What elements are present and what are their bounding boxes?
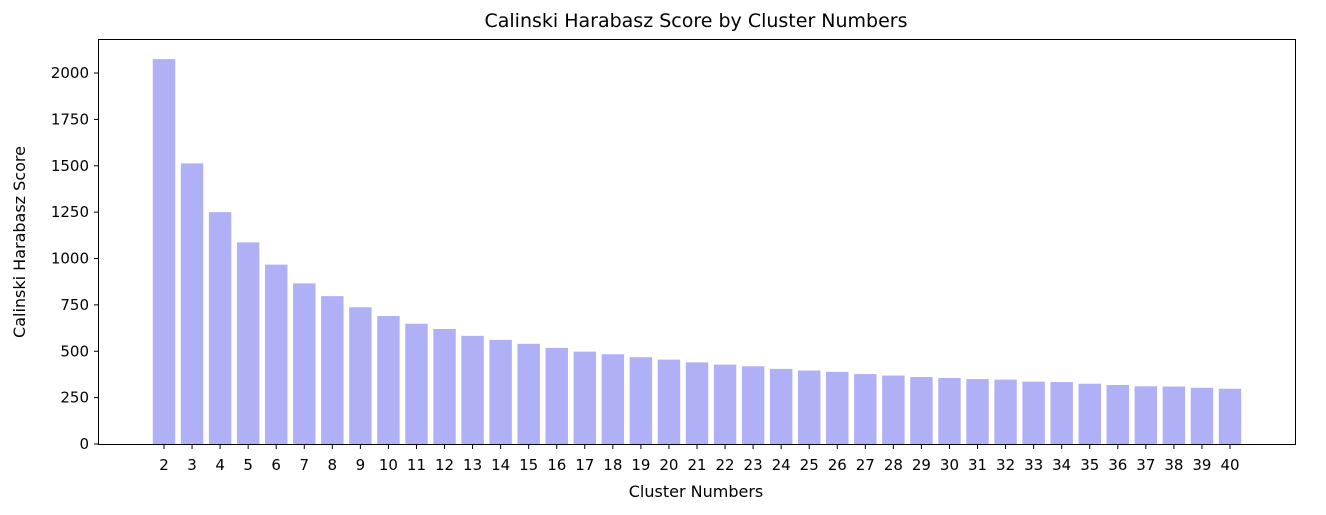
bar-18 (601, 354, 625, 444)
bar-8 (321, 296, 344, 444)
y-tick-label: 1000 (51, 250, 89, 268)
x-tick-label: 30 (940, 456, 959, 474)
bar-34 (1050, 382, 1073, 444)
x-tick-label: 19 (631, 456, 650, 474)
chart-title: Calinski Harabasz Score by Cluster Numbe… (484, 10, 907, 32)
bar-23 (741, 366, 765, 444)
bar-6 (264, 264, 288, 444)
bar-13 (461, 335, 484, 444)
x-tick-label: 39 (1192, 456, 1211, 474)
x-tick-label: 33 (1024, 456, 1043, 474)
y-tick-label: 250 (60, 389, 89, 407)
bar-16 (545, 347, 568, 444)
bar-5 (236, 242, 260, 444)
y-tick-label: 1750 (51, 110, 89, 128)
bar-2 (152, 59, 176, 445)
x-tick-label: 7 (299, 456, 309, 474)
bar-37 (1134, 386, 1158, 444)
y-tick-label: 0 (79, 435, 89, 453)
x-tick-label: 9 (356, 456, 366, 474)
bars-group (152, 59, 1242, 445)
bar-27 (854, 374, 877, 444)
x-tick-label: 27 (856, 456, 875, 474)
bar-25 (797, 370, 821, 444)
x-tick-label: 34 (1052, 456, 1071, 474)
bar-12 (433, 329, 456, 444)
bar-35 (1078, 383, 1101, 444)
x-tick-label: 36 (1108, 456, 1127, 474)
bar-30 (938, 377, 961, 444)
x-tick-label: 4 (215, 456, 225, 474)
x-tick-label: 31 (968, 456, 987, 474)
x-tick-label: 28 (884, 456, 903, 474)
y-axis-label: Calinski Harabasz Score (10, 146, 29, 338)
bar-7 (293, 283, 316, 444)
bar-3 (180, 163, 204, 444)
x-tick-label: 35 (1080, 456, 1099, 474)
bar-10 (377, 316, 400, 444)
x-tick-label: 22 (716, 456, 735, 474)
bar-4 (208, 212, 232, 444)
x-tick-label: 29 (912, 456, 931, 474)
x-tick-label: 38 (1164, 456, 1183, 474)
y-axis-ticks: 0 250 500 750 1000 1250 1500 1750 2000 (51, 64, 99, 453)
x-tick-label: 20 (659, 456, 678, 474)
x-tick-label: 25 (800, 456, 819, 474)
x-axis-label: Cluster Numbers (629, 482, 763, 501)
bar-19 (629, 357, 653, 444)
x-tick-label: 5 (243, 456, 253, 474)
bar-22 (713, 364, 737, 444)
bar-29 (910, 377, 933, 444)
bar-20 (657, 359, 681, 444)
bar-40 (1218, 388, 1242, 444)
y-tick-label: 750 (60, 296, 89, 314)
x-tick-label: 37 (1136, 456, 1155, 474)
y-tick-label: 2000 (51, 64, 89, 82)
x-tick-label: 32 (996, 456, 1015, 474)
bar-26 (826, 371, 849, 444)
x-tick-label: 13 (463, 456, 482, 474)
bar-32 (994, 379, 1017, 444)
x-tick-label: 14 (491, 456, 510, 474)
x-tick-label: 11 (407, 456, 426, 474)
bar-9 (349, 307, 372, 444)
x-tick-label: 21 (687, 456, 706, 474)
x-tick-label: 24 (772, 456, 791, 474)
bar-31 (966, 379, 989, 444)
x-tick-label: 23 (744, 456, 763, 474)
bar-15 (517, 343, 540, 444)
x-tick-label: 2 (159, 456, 169, 474)
x-tick-label: 18 (603, 456, 622, 474)
bar-11 (405, 323, 428, 444)
bar-21 (685, 362, 709, 444)
bar-33 (1022, 381, 1045, 444)
y-tick-label: 1250 (51, 203, 89, 221)
bar-39 (1190, 387, 1214, 444)
bar-28 (882, 375, 905, 444)
bar-38 (1162, 386, 1186, 444)
x-tick-label: 6 (271, 456, 281, 474)
x-tick-label: 3 (187, 456, 197, 474)
y-tick-label: 1500 (51, 157, 89, 175)
x-tick-label: 16 (547, 456, 566, 474)
bar-24 (769, 368, 793, 444)
x-tick-label: 10 (379, 456, 398, 474)
x-tick-label: 15 (519, 456, 538, 474)
x-tick-label: 40 (1220, 456, 1239, 474)
bar-14 (489, 339, 512, 444)
bar-17 (573, 351, 597, 444)
x-tick-label: 8 (328, 456, 338, 474)
x-tick-label: 17 (575, 456, 594, 474)
y-tick-label: 500 (60, 342, 89, 360)
x-axis-ticks: 2 3 4 5 6 7 8 9 10 11 12 13 14 15 16 17 18 19 20 21 22 23 24 25… (159, 444, 1240, 474)
bar-36 (1106, 385, 1130, 444)
x-tick-label: 26 (828, 456, 847, 474)
x-tick-label: 12 (435, 456, 454, 474)
